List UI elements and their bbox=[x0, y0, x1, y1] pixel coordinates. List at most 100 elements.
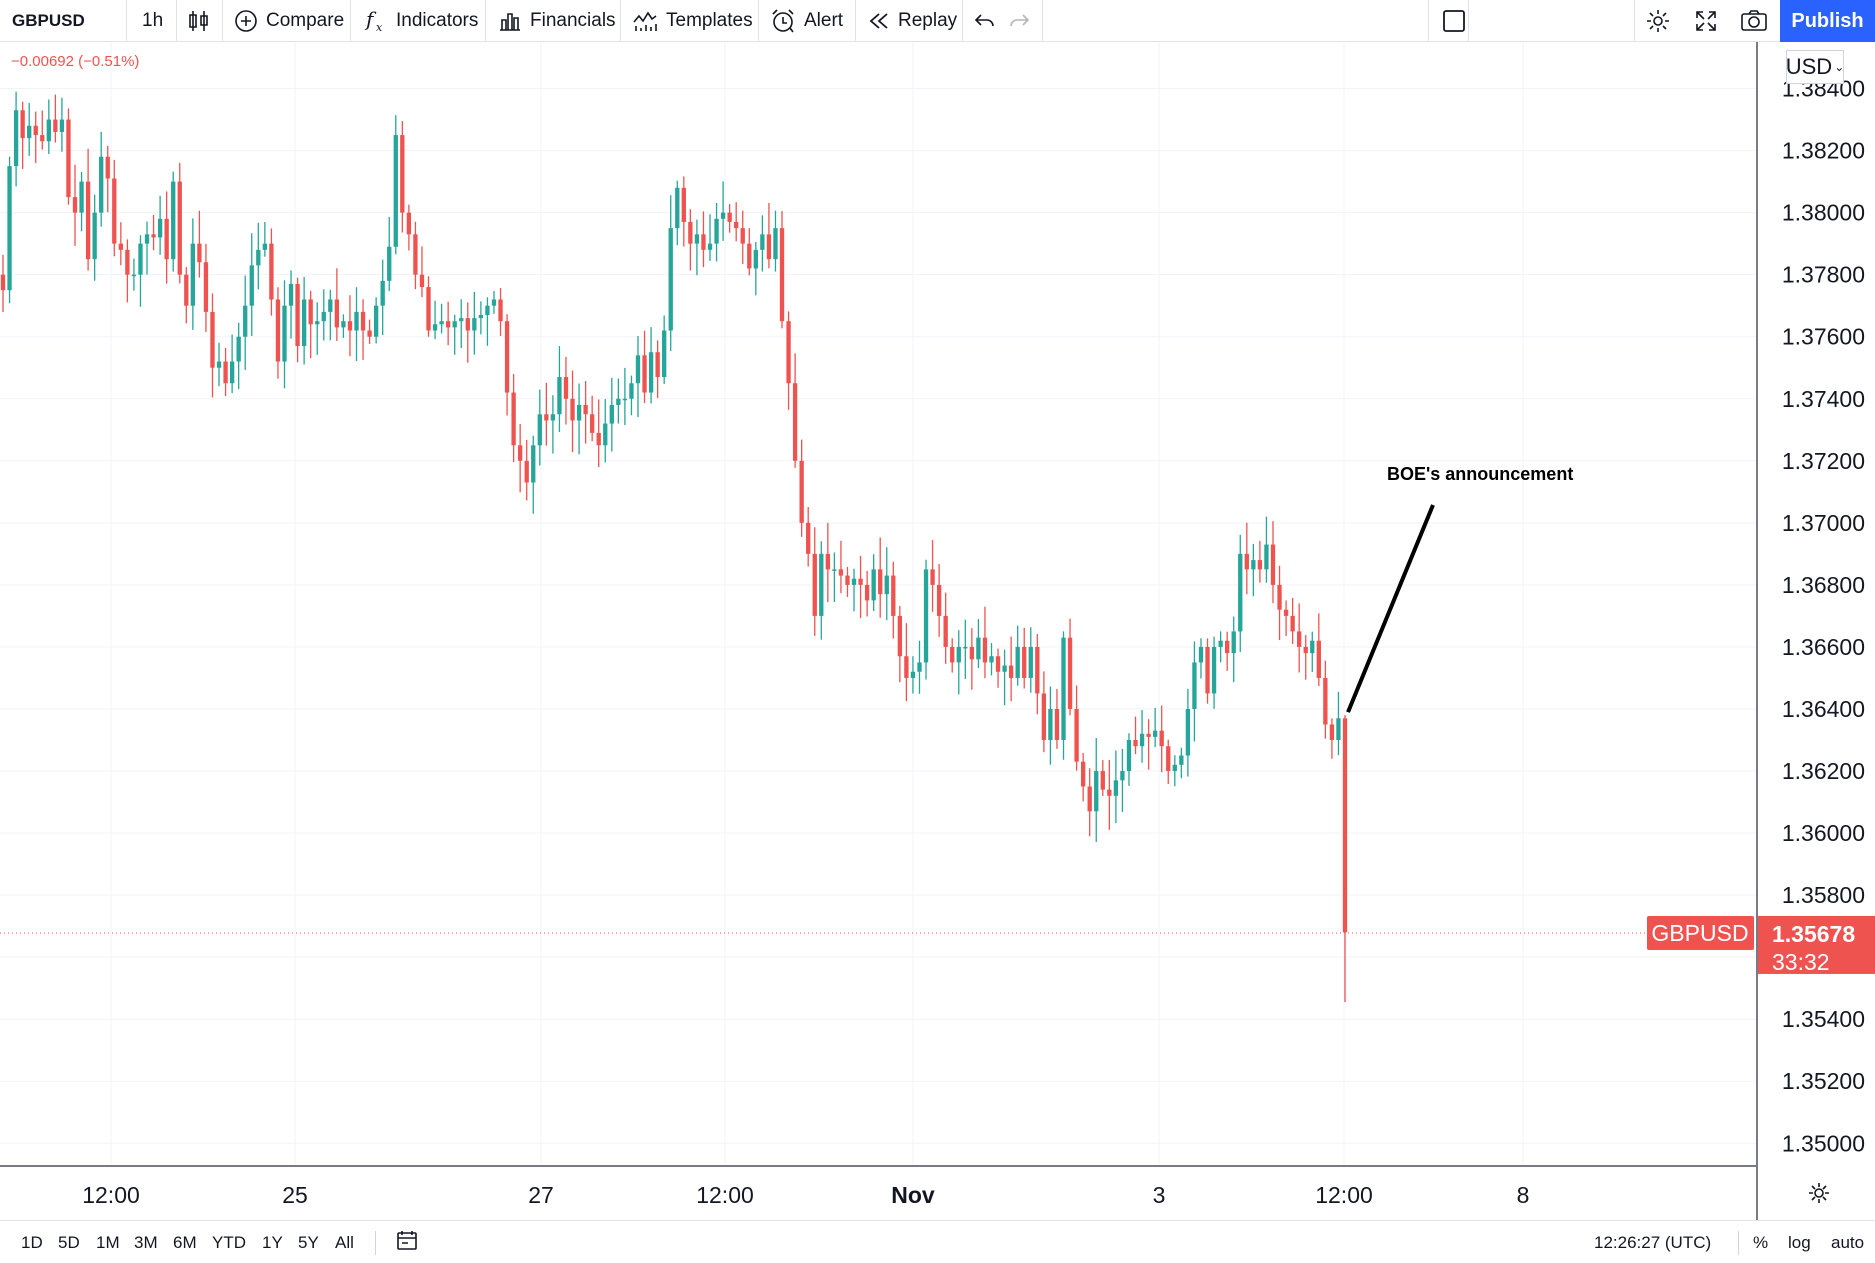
gear-icon bbox=[1645, 8, 1671, 34]
candle-body bbox=[930, 569, 935, 585]
rewind-icon bbox=[868, 11, 890, 31]
price-chart[interactable]: BOE's announcement GBPUSD bbox=[0, 42, 1756, 1165]
templates-icon bbox=[632, 10, 658, 32]
candle-body bbox=[943, 615, 948, 647]
replay-button[interactable]: Replay bbox=[868, 0, 957, 42]
candle-body bbox=[367, 330, 372, 337]
candle-body bbox=[878, 569, 883, 595]
candle-body bbox=[616, 398, 621, 405]
candle-body bbox=[655, 352, 660, 378]
fullscreen-button[interactable] bbox=[1694, 0, 1726, 42]
range-all[interactable]: All bbox=[335, 1232, 354, 1252]
price-tick-label: 1.36000 bbox=[1782, 820, 1865, 846]
candle-body bbox=[596, 432, 601, 446]
candle-body bbox=[1185, 708, 1191, 756]
candle-body bbox=[812, 553, 817, 616]
snapshot-button[interactable] bbox=[1740, 0, 1776, 42]
templates-button[interactable]: Templates bbox=[632, 0, 753, 42]
candle-body bbox=[315, 321, 320, 325]
candle-body bbox=[668, 228, 673, 331]
compare-button[interactable]: Compare bbox=[234, 0, 344, 42]
range-1d[interactable]: 1D bbox=[21, 1232, 43, 1252]
candle-body bbox=[262, 243, 268, 250]
layout-button[interactable] bbox=[1442, 0, 1474, 42]
interval-label: 1h bbox=[142, 10, 164, 31]
candle-body bbox=[1277, 584, 1282, 610]
chevron-down-icon: ⌄ bbox=[1834, 60, 1845, 74]
price-axis[interactable]: 1.384001.382001.380001.378001.376001.374… bbox=[1756, 42, 1875, 1220]
time-axis[interactable]: 12:00 25 27 12:00 Nov 3 12:00 8 bbox=[0, 1166, 1756, 1220]
settings-button[interactable] bbox=[1645, 0, 1679, 42]
clock-timezone[interactable]: 12:26:27 (UTC) bbox=[1594, 1232, 1712, 1252]
publish-button[interactable]: Publish bbox=[1780, 0, 1875, 42]
candle-body bbox=[223, 361, 228, 384]
candle-body bbox=[151, 234, 156, 238]
candle-body bbox=[1107, 789, 1112, 796]
candle-body bbox=[504, 321, 510, 393]
candle-body bbox=[164, 218, 169, 260]
divider bbox=[1468, 0, 1469, 42]
range-1m[interactable]: 1M bbox=[96, 1232, 120, 1252]
candle-body bbox=[976, 637, 981, 660]
candle-body bbox=[989, 656, 994, 663]
candle-body bbox=[40, 135, 45, 142]
divider bbox=[176, 0, 177, 42]
candle-body bbox=[1002, 665, 1007, 672]
financials-button[interactable]: Financials bbox=[498, 0, 616, 42]
interval-button[interactable]: 1h bbox=[142, 0, 163, 42]
replay-label: Replay bbox=[898, 10, 958, 31]
price-tick-label: 1.36200 bbox=[1782, 758, 1865, 784]
candle-body bbox=[838, 569, 844, 576]
bar-chart-icon bbox=[498, 10, 522, 32]
candle-body bbox=[125, 249, 130, 275]
log-toggle[interactable]: log bbox=[1788, 1232, 1811, 1252]
candle-body bbox=[1080, 761, 1086, 787]
alert-button[interactable]: Alert bbox=[770, 0, 843, 42]
candle-body bbox=[923, 569, 929, 663]
price-tick-label: 1.38200 bbox=[1782, 138, 1865, 164]
candle-body bbox=[747, 243, 752, 269]
candle-body bbox=[1225, 640, 1230, 654]
currency-dropdown[interactable]: USD ⌄ bbox=[1786, 50, 1844, 84]
range-3m[interactable]: 3M bbox=[134, 1232, 158, 1252]
templates-label: Templates bbox=[666, 10, 753, 31]
range-1y[interactable]: 1Y bbox=[262, 1232, 283, 1252]
candle-body bbox=[891, 575, 896, 616]
candle-body bbox=[426, 287, 431, 331]
price-tick-label: 1.36600 bbox=[1782, 634, 1865, 660]
divider bbox=[126, 0, 127, 42]
range-5y[interactable]: 5Y bbox=[298, 1232, 319, 1252]
bar-countdown: 33:32 bbox=[1772, 949, 1830, 975]
candle-body bbox=[1179, 755, 1184, 765]
alarm-clock-icon bbox=[770, 8, 796, 34]
annotation-text: BOE's announcement bbox=[1387, 464, 1573, 484]
divider bbox=[1738, 1231, 1739, 1255]
candle-body bbox=[1316, 640, 1321, 678]
candle-body bbox=[92, 212, 97, 260]
auto-toggle[interactable]: auto bbox=[1831, 1232, 1865, 1252]
candle-body bbox=[269, 243, 274, 300]
axis-settings-button[interactable] bbox=[1806, 1180, 1832, 1206]
range-6m[interactable]: 6M bbox=[173, 1232, 197, 1252]
candle-body bbox=[1100, 771, 1105, 790]
candle-body bbox=[472, 318, 477, 331]
range-5d[interactable]: 5D bbox=[58, 1232, 80, 1252]
undo-button[interactable] bbox=[974, 0, 1004, 42]
divider bbox=[758, 0, 759, 42]
percent-toggle[interactable]: % bbox=[1753, 1232, 1769, 1252]
candle-body bbox=[1290, 615, 1295, 632]
undo-icon bbox=[974, 11, 996, 31]
go-to-date-button[interactable] bbox=[396, 1221, 418, 1263]
divider bbox=[375, 1231, 376, 1255]
redo-button[interactable] bbox=[1008, 0, 1038, 42]
candle-body bbox=[439, 321, 444, 325]
candle-body bbox=[373, 305, 379, 337]
plus-circle-icon bbox=[234, 9, 258, 33]
range-ytd[interactable]: YTD bbox=[212, 1232, 246, 1252]
candle-body bbox=[1192, 662, 1197, 709]
candle-body bbox=[825, 553, 830, 570]
candle-body bbox=[46, 119, 51, 142]
symbol-search-button[interactable]: GBPUSD bbox=[12, 0, 85, 42]
chart-type-button[interactable] bbox=[188, 0, 218, 42]
